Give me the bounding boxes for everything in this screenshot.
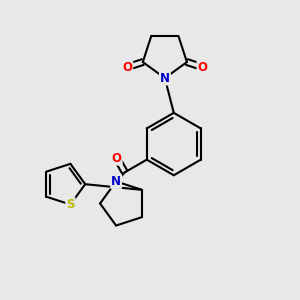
Text: N: N — [160, 72, 170, 85]
Text: O: O — [122, 61, 132, 74]
Text: O: O — [112, 152, 122, 165]
Text: N: N — [111, 175, 121, 188]
Text: S: S — [66, 198, 75, 211]
Text: O: O — [197, 61, 208, 74]
